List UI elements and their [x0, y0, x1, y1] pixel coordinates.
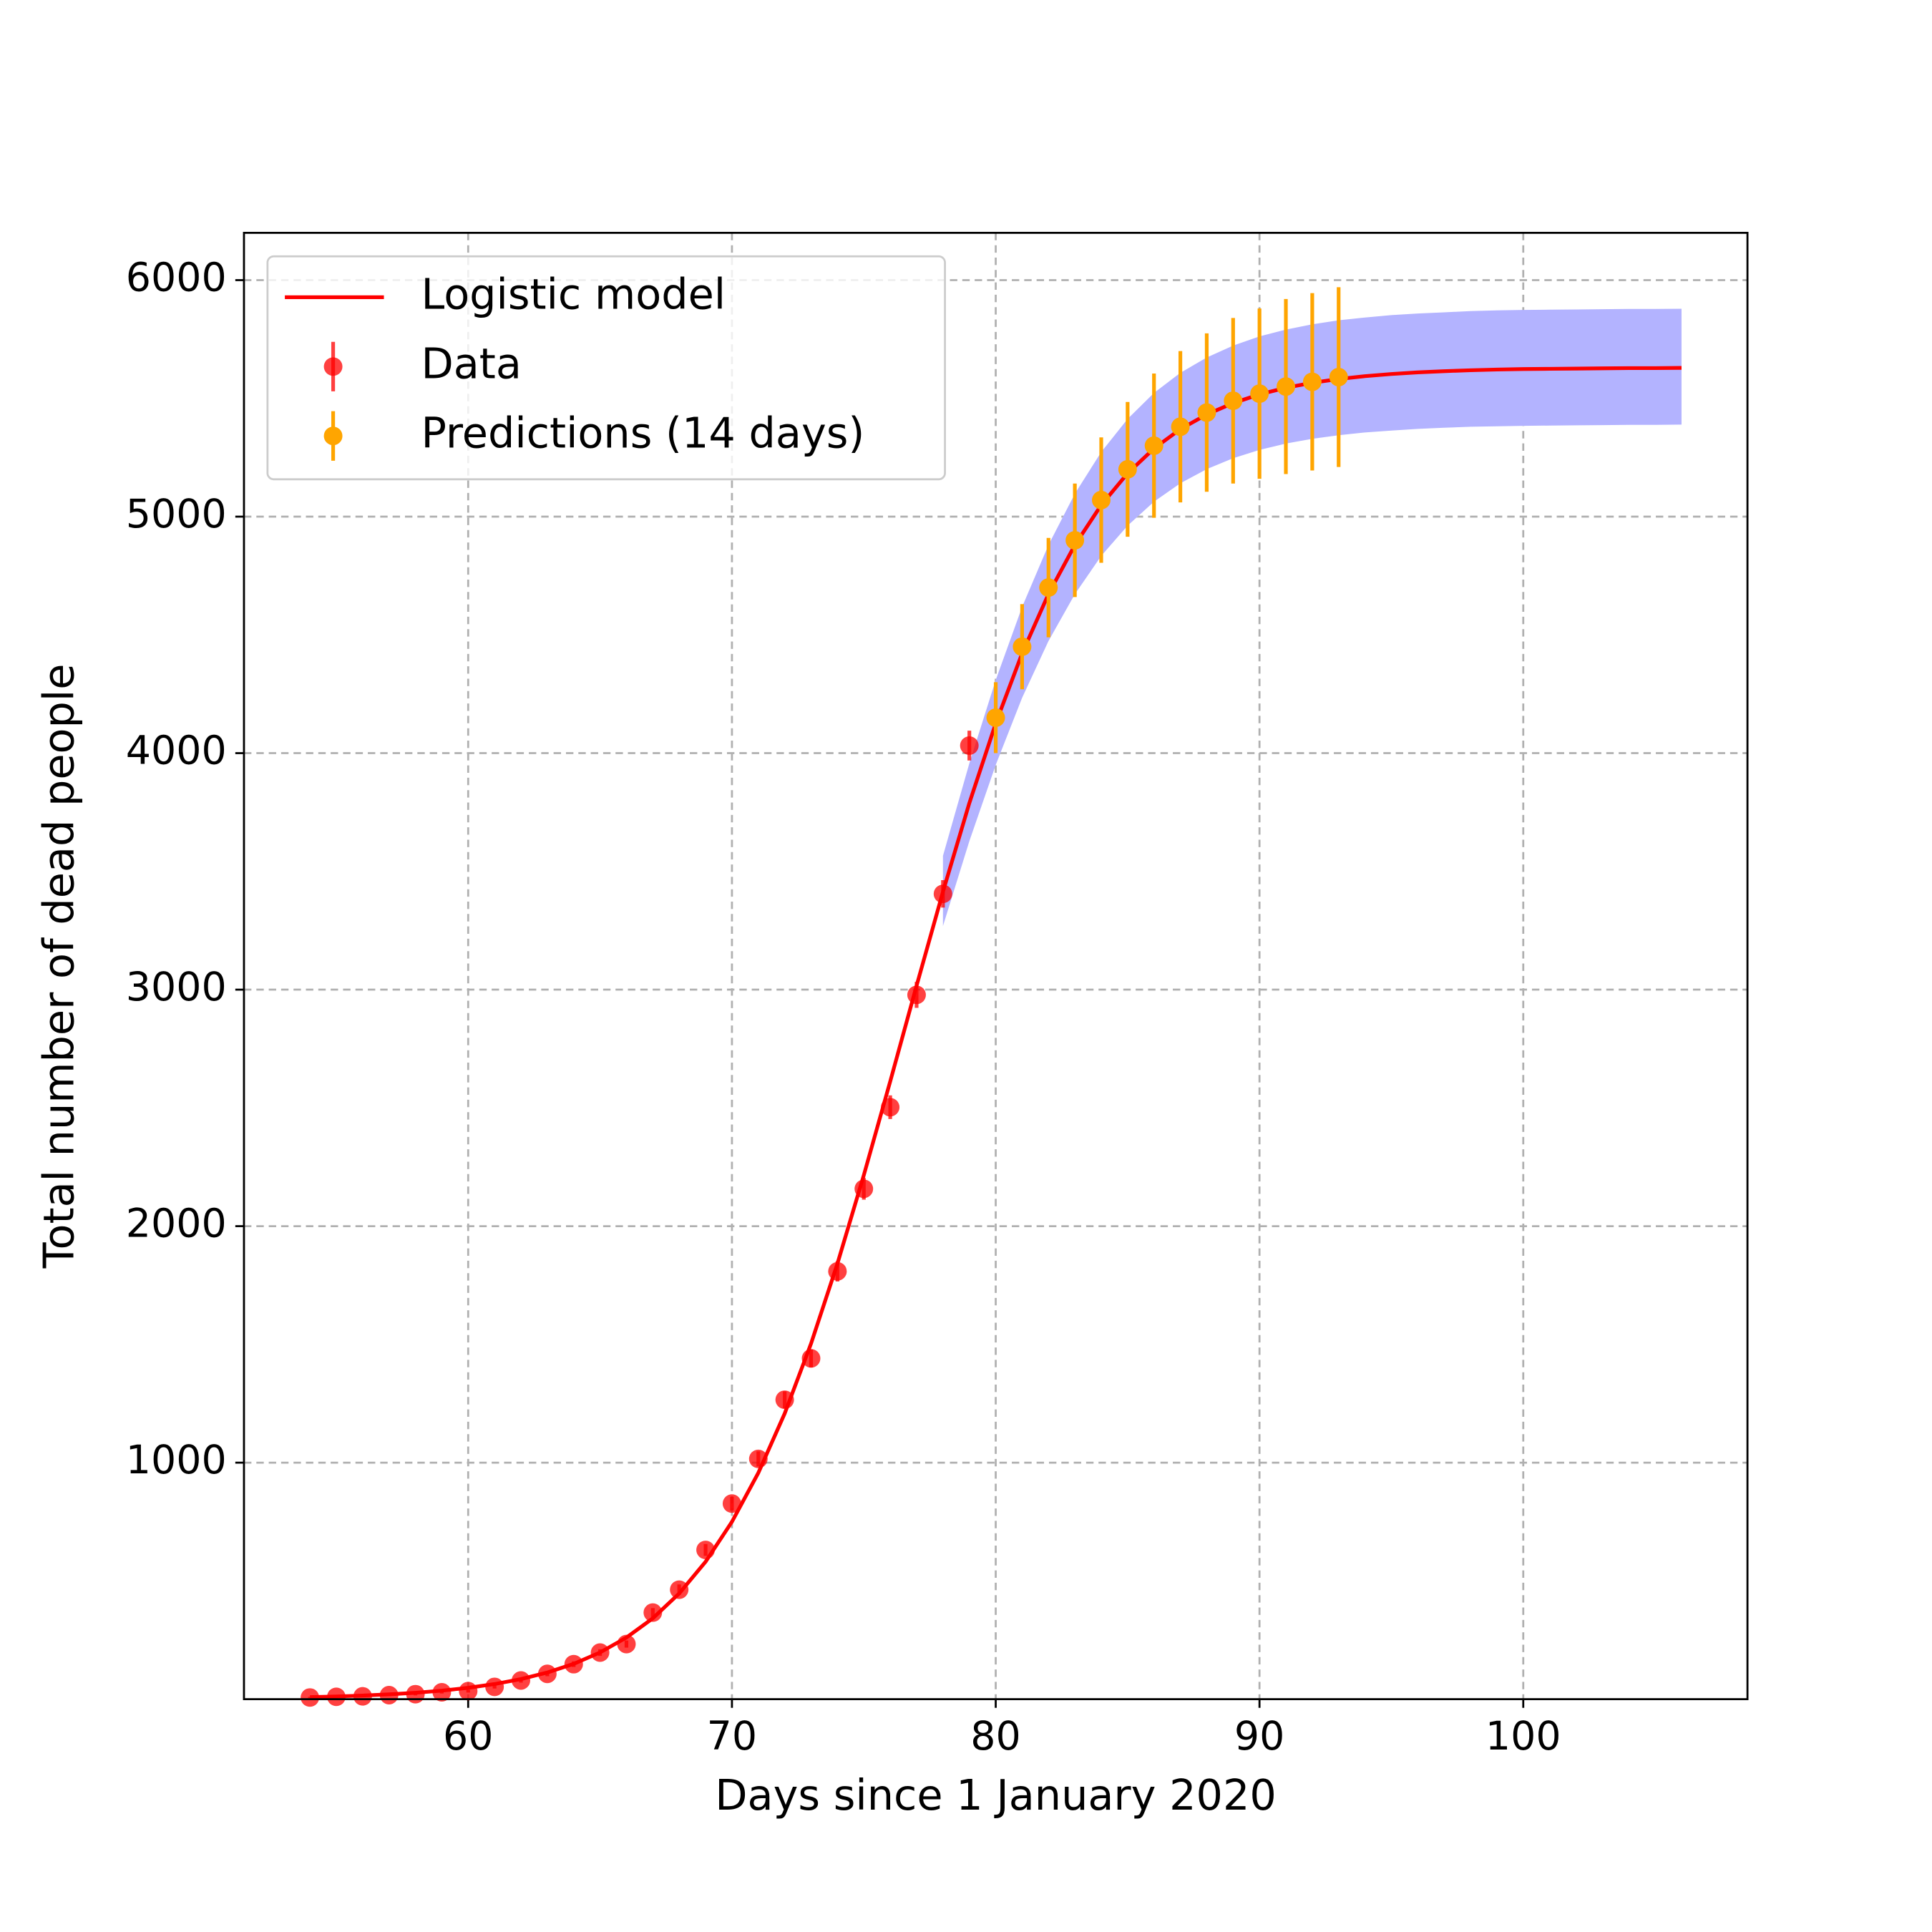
y-tick-label: 5000 [126, 492, 227, 537]
data-point [301, 1688, 320, 1707]
data-point [933, 884, 952, 904]
data-point [643, 1603, 663, 1622]
x-tick-label: 60 [443, 1714, 493, 1760]
legend-marker [323, 357, 343, 376]
legend-label: Data [421, 338, 521, 388]
y-tick-label: 1000 [126, 1438, 227, 1483]
data-point [1277, 377, 1296, 396]
data-point [986, 708, 1005, 727]
x-tick-label: 70 [707, 1714, 757, 1760]
data-point [1039, 578, 1058, 597]
data-point [537, 1664, 557, 1684]
x-tick-label: 90 [1234, 1714, 1284, 1760]
data-point [1197, 403, 1216, 422]
y-tick-label: 4000 [126, 728, 227, 774]
data-point [617, 1634, 636, 1654]
data-point [459, 1682, 478, 1701]
data-point [1171, 417, 1190, 436]
data-point [379, 1686, 399, 1704]
data-point [670, 1580, 689, 1599]
data-point [512, 1671, 530, 1690]
data-point [1092, 490, 1111, 509]
data-point [432, 1683, 452, 1702]
legend: Logistic model Data Predictions (14 days) [266, 255, 946, 481]
legend-box [266, 255, 946, 481]
data-point [907, 985, 926, 1005]
data-point [406, 1684, 425, 1704]
data-point [748, 1449, 768, 1468]
data-point [1302, 372, 1322, 391]
y-tick-label: 2000 [126, 1201, 227, 1247]
x-tick-label: 100 [1485, 1714, 1561, 1760]
legend-label: Predictions (14 days) [421, 408, 864, 457]
data-point [854, 1179, 874, 1199]
data-point [881, 1098, 900, 1117]
data-point [1065, 531, 1085, 550]
data-point [1144, 436, 1163, 455]
data-point [564, 1654, 583, 1674]
data-point [1250, 384, 1269, 404]
y-tick-label: 6000 [126, 255, 227, 301]
data-point [1329, 368, 1348, 386]
data-point [828, 1262, 847, 1281]
legend-marker [323, 426, 343, 446]
data-point [1013, 637, 1032, 656]
data-point [775, 1390, 794, 1410]
data-point [801, 1349, 821, 1368]
data-point [696, 1541, 716, 1560]
y-tick-label: 3000 [126, 965, 227, 1010]
y-axis-label: Total number of dead people [34, 664, 84, 1269]
data-point [722, 1494, 741, 1513]
data-point [326, 1687, 346, 1707]
axes-frame [243, 231, 1749, 1700]
data-point [353, 1687, 372, 1706]
data-point [1118, 459, 1137, 479]
legend-label: Logistic model [421, 269, 726, 318]
data-point [590, 1643, 610, 1662]
x-tick-label: 80 [970, 1714, 1020, 1760]
plot-area [235, 233, 1748, 1708]
data-point [960, 736, 979, 755]
data-point [485, 1677, 504, 1697]
data-point [1224, 391, 1243, 411]
x-axis-label: Days since 1 January 2020 [715, 1770, 1277, 1820]
